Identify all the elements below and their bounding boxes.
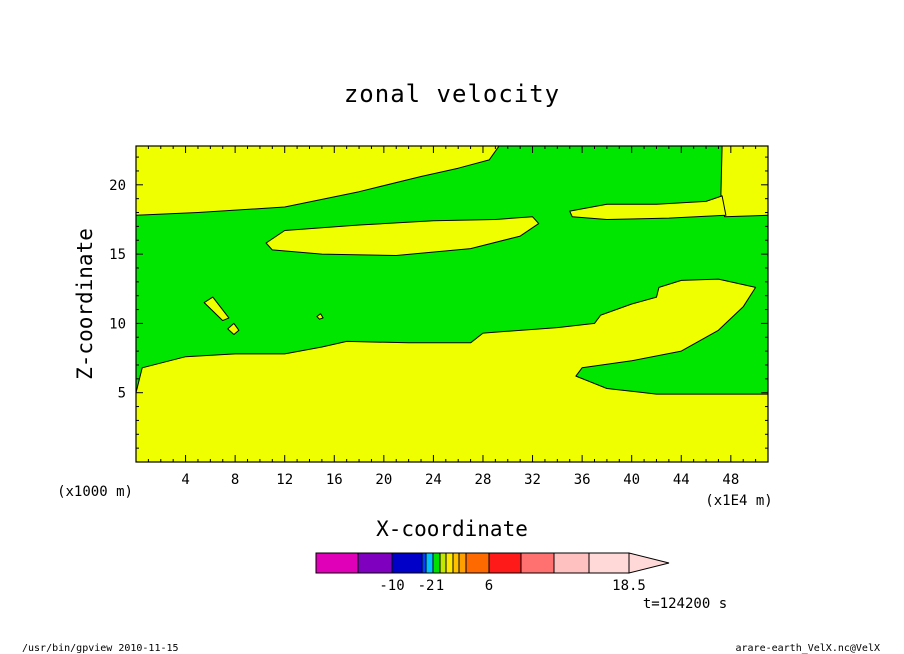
colorbar-segment <box>465 552 490 574</box>
x-tick-label: 24 <box>425 472 442 488</box>
positive-region-5 <box>227 322 240 335</box>
colorbar-segment <box>452 552 460 574</box>
colorbar-label: 18.5 <box>612 578 646 594</box>
x-tick-label: 48 <box>722 472 739 488</box>
colorbar-segment <box>553 552 590 574</box>
positive-region-3 <box>569 195 727 220</box>
plot-frame <box>135 145 769 463</box>
positive-region-4 <box>203 296 230 322</box>
contour-regions <box>136 146 768 395</box>
y-tick-label: 20 <box>109 178 126 194</box>
colorbar-label: 6 <box>485 578 493 594</box>
y-tick-label: 5 <box>118 386 126 402</box>
x-tick-label: 4 <box>181 472 189 488</box>
y-tick-label: 10 <box>109 316 126 332</box>
footer-left: /usr/bin/gpview 2010-11-15 <box>22 643 179 654</box>
y-tick-label: 15 <box>109 247 126 263</box>
colorbar-segment <box>439 552 447 574</box>
x-axis-label: X-coordinate <box>376 517 528 541</box>
colorbar-segment <box>488 552 522 574</box>
colorbar-segment <box>315 552 359 574</box>
y-axis-label: Z-coordinate <box>73 228 97 380</box>
x-tick-label: 16 <box>326 472 343 488</box>
x-tick-label: 44 <box>673 472 690 488</box>
x-tick-label: 20 <box>375 472 392 488</box>
chart-title: zonal velocity <box>344 80 560 108</box>
time-label: t=124200 s <box>643 596 727 612</box>
x-tick-label: 8 <box>231 472 239 488</box>
colorbar-label: 1 <box>436 578 444 594</box>
x-scale-note: (x1E4 m) <box>705 493 772 509</box>
positive-region-6 <box>316 313 324 320</box>
x-tick-label: 40 <box>623 472 640 488</box>
colorbar: -10 -2 1 6 18.5 <box>315 552 670 594</box>
colorbar-segment <box>588 552 630 574</box>
colorbar-segment <box>432 552 441 574</box>
x-unit-label: (x1000 m) <box>57 484 133 500</box>
colorbar-segment <box>458 552 467 574</box>
footer-right: arare-earth_VelX.nc@VelX <box>736 643 881 654</box>
colorbar-segment <box>425 552 434 574</box>
x-tick-label: 32 <box>524 472 541 488</box>
colorbar-label: -10 <box>379 578 404 594</box>
colorbar-label: -2 <box>418 578 435 594</box>
x-tick-label: 28 <box>475 472 492 488</box>
x-tick-label: 36 <box>574 472 591 488</box>
colorbar-segment <box>445 552 454 574</box>
colorbar-segment <box>391 552 423 574</box>
colorbar-segment <box>520 552 555 574</box>
colorbar-arrow <box>628 552 670 574</box>
x-tick-label: 12 <box>276 472 293 488</box>
colorbar-segment <box>421 552 427 574</box>
positive-region-2 <box>265 216 540 256</box>
colorbar-segment <box>357 552 393 574</box>
